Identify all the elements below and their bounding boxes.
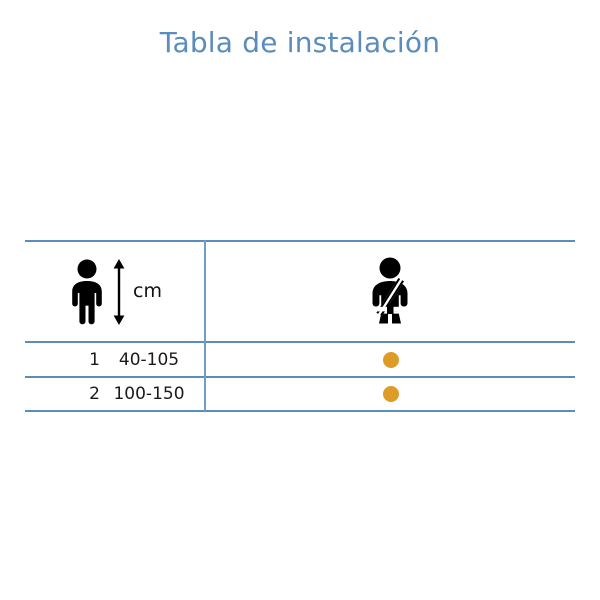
group-number: 1 — [89, 349, 100, 370]
row-left-cell: 1 40-105 — [25, 343, 204, 376]
person-height-icon — [67, 258, 127, 325]
availability-dot — [382, 386, 399, 402]
installation-table: cm 1 40-105 — [25, 240, 575, 412]
availability-dot — [382, 351, 399, 368]
person-icon — [72, 259, 102, 324]
table-row-divider — [25, 376, 575, 378]
table-header-rule — [25, 341, 575, 343]
seatbelt-cell — [206, 343, 575, 376]
page-title: Tabla de instalación — [159, 26, 441, 59]
table-row: 1 40-105 — [25, 343, 575, 376]
group-number: 2 — [89, 384, 100, 404]
row-left-cell: 2 100-150 — [25, 378, 204, 410]
table-header-height: cm — [25, 242, 204, 341]
height-arrow-icon — [113, 258, 125, 325]
table-bottom-rule — [25, 410, 575, 412]
height-range: 100-150 — [113, 384, 185, 404]
table-row: 2 100-150 — [25, 378, 575, 410]
height-unit-label: cm — [133, 279, 162, 302]
table-column-divider — [204, 240, 206, 411]
table-header-seatbelt — [206, 242, 575, 341]
height-range: 40-105 — [118, 349, 180, 370]
seatbelt-cell — [206, 378, 575, 410]
table-top-rule — [25, 240, 575, 242]
person-seatbelt-icon — [372, 257, 407, 323]
